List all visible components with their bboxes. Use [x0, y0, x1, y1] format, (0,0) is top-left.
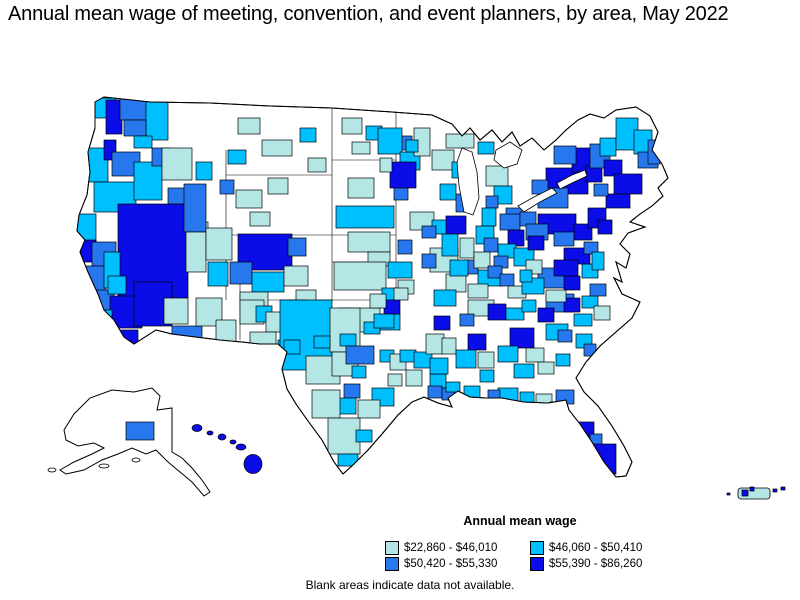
legend-item: $55,390 - $86,260: [530, 557, 675, 571]
legend-title: Annual mean wage: [463, 514, 577, 528]
puerto-rico[interactable]: [726, 486, 786, 500]
alaska-wage-patches[interactable]: [125, 421, 155, 441]
legend-label: $55,390 - $86,260: [549, 558, 643, 570]
lake-michigan: [456, 147, 480, 216]
us-mainland-outline: [76, 96, 669, 478]
great-lakes: [456, 141, 588, 216]
legend-item: $22,860 - $46,010: [385, 541, 530, 555]
legend: $22,860 - $46,010 $46,060 - $50,410 $50,…: [385, 540, 675, 572]
hawaii-islands[interactable]: [191, 424, 263, 474]
legend-label: $50,420 - $55,330: [404, 558, 498, 570]
wage-area-patches[interactable]: [74, 97, 661, 475]
alaska-outline: [59, 387, 211, 497]
legend-swatch-4: [530, 557, 544, 571]
lake-erie: [517, 187, 558, 213]
legend-swatch-1: [385, 541, 399, 555]
legend-label: $22,860 - $46,010: [404, 542, 498, 554]
lake-ontario: [556, 169, 588, 190]
aleutian-islands: [47, 457, 141, 473]
legend-swatch-3: [385, 557, 399, 571]
page-title: Annual mean wage of meeting, convention,…: [8, 3, 729, 25]
legend-item: $50,420 - $55,330: [385, 557, 530, 571]
legend-swatch-2: [530, 541, 544, 555]
map-footnote: Blank areas indicate data not available.: [305, 578, 515, 592]
legend-item: $46,060 - $50,410: [530, 541, 675, 555]
lake-huron: [493, 141, 523, 169]
legend-label: $46,060 - $50,410: [549, 542, 643, 554]
